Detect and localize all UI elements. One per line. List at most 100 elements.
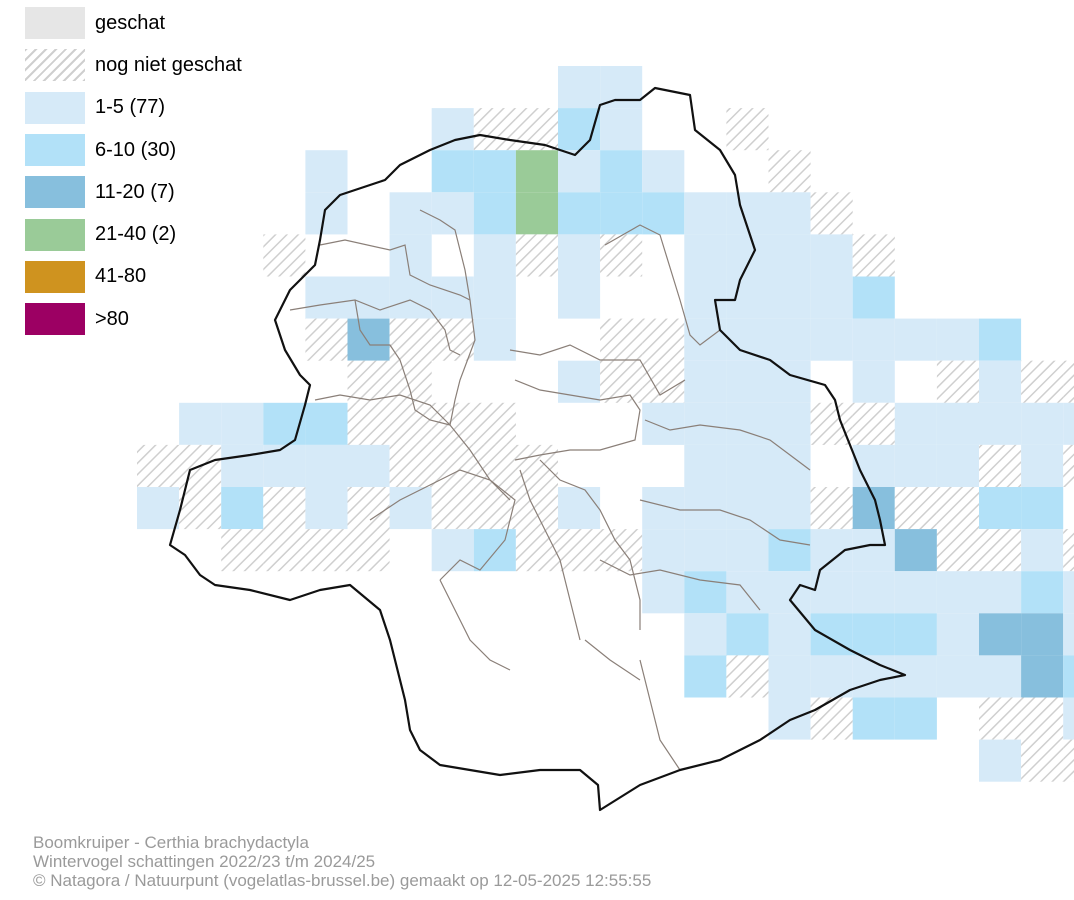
cell-6-10 (558, 192, 601, 235)
region-boundary (168, 86, 907, 812)
cell-1-5 (431, 529, 474, 572)
cell-1-5 (684, 192, 727, 235)
cell-not-estimated (473, 108, 516, 151)
cell-1-5 (768, 192, 811, 235)
cell-not-estimated (431, 318, 474, 361)
cell-1-5 (473, 276, 516, 319)
legend-item-nog-niet-geschat: nog niet geschat (25, 44, 242, 86)
map-credits: Boomkruiper - Certhia brachydactyla Wint… (33, 833, 651, 890)
cell-6-10 (894, 697, 937, 740)
cell-1-5 (684, 402, 727, 445)
municipality-border (519, 469, 581, 641)
cell-not-estimated (600, 234, 643, 277)
cell-1-5 (979, 655, 1022, 698)
cell-not-estimated (726, 108, 769, 151)
cell-1-5 (684, 613, 727, 656)
cell-1-5 (810, 655, 853, 698)
cell-1-5 (684, 234, 727, 277)
cell-1-5 (726, 487, 769, 530)
cell-1-5 (936, 444, 979, 487)
species-name: Boomkruiper - Certhia brachydactyla (33, 833, 309, 852)
cell-not-estimated (726, 655, 769, 698)
cell-1-5 (389, 487, 432, 530)
cell-1-5 (558, 150, 601, 193)
cell-1-5 (768, 613, 811, 656)
cell-6-10 (1021, 487, 1064, 530)
cell-1-5 (642, 571, 685, 614)
cell-1-5 (894, 571, 937, 614)
cell-not-estimated (515, 234, 558, 277)
municipality-border (314, 394, 511, 501)
cell-not-estimated (642, 318, 685, 361)
cell-1-5 (305, 192, 348, 235)
cell-not-estimated (263, 487, 306, 530)
cell-1-5 (137, 487, 180, 530)
cell-not-estimated (852, 234, 895, 277)
cell-1-5 (852, 529, 895, 572)
cell-1-5 (221, 444, 264, 487)
legend-item-11-20: 11-20 (7) (25, 171, 242, 213)
municipality-border (419, 209, 476, 426)
cell-6-10 (852, 613, 895, 656)
cell-1-5 (979, 739, 1022, 782)
cell-not-estimated (600, 529, 643, 572)
cell-6-10 (1063, 655, 1074, 698)
cell-not-estimated (347, 487, 390, 530)
municipality-border (514, 379, 641, 461)
cell-not-estimated (347, 402, 390, 445)
cell-not-estimated (263, 234, 306, 277)
copyright-notice: © Natagora / Natuurpunt (vogelatlas-brus… (33, 871, 652, 890)
cell-21-40 (515, 150, 558, 193)
cell-not-estimated (979, 529, 1022, 572)
legend-label: 6-10 (30) (95, 138, 177, 161)
cell-not-estimated (263, 529, 306, 572)
legend-item-gt-80: >80 (25, 298, 242, 340)
cell-1-5 (726, 529, 769, 572)
cell-1-5 (684, 444, 727, 487)
cell-1-5 (979, 571, 1022, 614)
legend-swatch (25, 303, 85, 336)
cell-1-5 (179, 402, 222, 445)
cell-not-estimated (515, 529, 558, 572)
cell-6-10 (979, 487, 1022, 530)
legend-swatch (25, 218, 85, 251)
cell-1-5 (347, 444, 390, 487)
cell-not-estimated (515, 444, 558, 487)
cell-not-estimated (1021, 360, 1064, 403)
cell-11-20 (1021, 655, 1064, 698)
cell-1-5 (221, 402, 264, 445)
cell-11-20 (347, 318, 390, 361)
municipality-border (604, 224, 721, 346)
cell-1-5 (936, 318, 979, 361)
cell-1-5 (431, 108, 474, 151)
cell-6-10 (979, 318, 1022, 361)
cell-1-5 (726, 234, 769, 277)
cell-6-10 (1021, 571, 1064, 614)
cell-1-5 (1021, 444, 1064, 487)
cell-1-5 (305, 150, 348, 193)
cell-1-5 (684, 529, 727, 572)
cell-not-estimated (389, 318, 432, 361)
municipality-border (644, 419, 811, 471)
cell-6-10 (852, 697, 895, 740)
cell-not-estimated (1021, 697, 1064, 740)
municipality-border (539, 459, 641, 630)
cell-1-5 (1063, 571, 1074, 614)
cell-11-20 (1021, 613, 1064, 656)
cell-1-5 (389, 192, 432, 235)
cell-not-estimated (389, 444, 432, 487)
cell-11-20 (894, 529, 937, 572)
cell-1-5 (768, 655, 811, 698)
cell-1-5 (642, 529, 685, 572)
cell-1-5 (1063, 697, 1074, 740)
cell-1-5 (768, 487, 811, 530)
cell-1-5 (726, 444, 769, 487)
legend-swatch (25, 260, 85, 293)
cell-1-5 (558, 276, 601, 319)
cell-6-10 (263, 402, 306, 445)
cell-not-estimated (810, 192, 853, 235)
survey-period: Wintervogel schattingen 2022/23 t/m 2024… (33, 852, 376, 871)
legend-label: geschat (95, 11, 166, 34)
legend-swatch (25, 134, 85, 167)
